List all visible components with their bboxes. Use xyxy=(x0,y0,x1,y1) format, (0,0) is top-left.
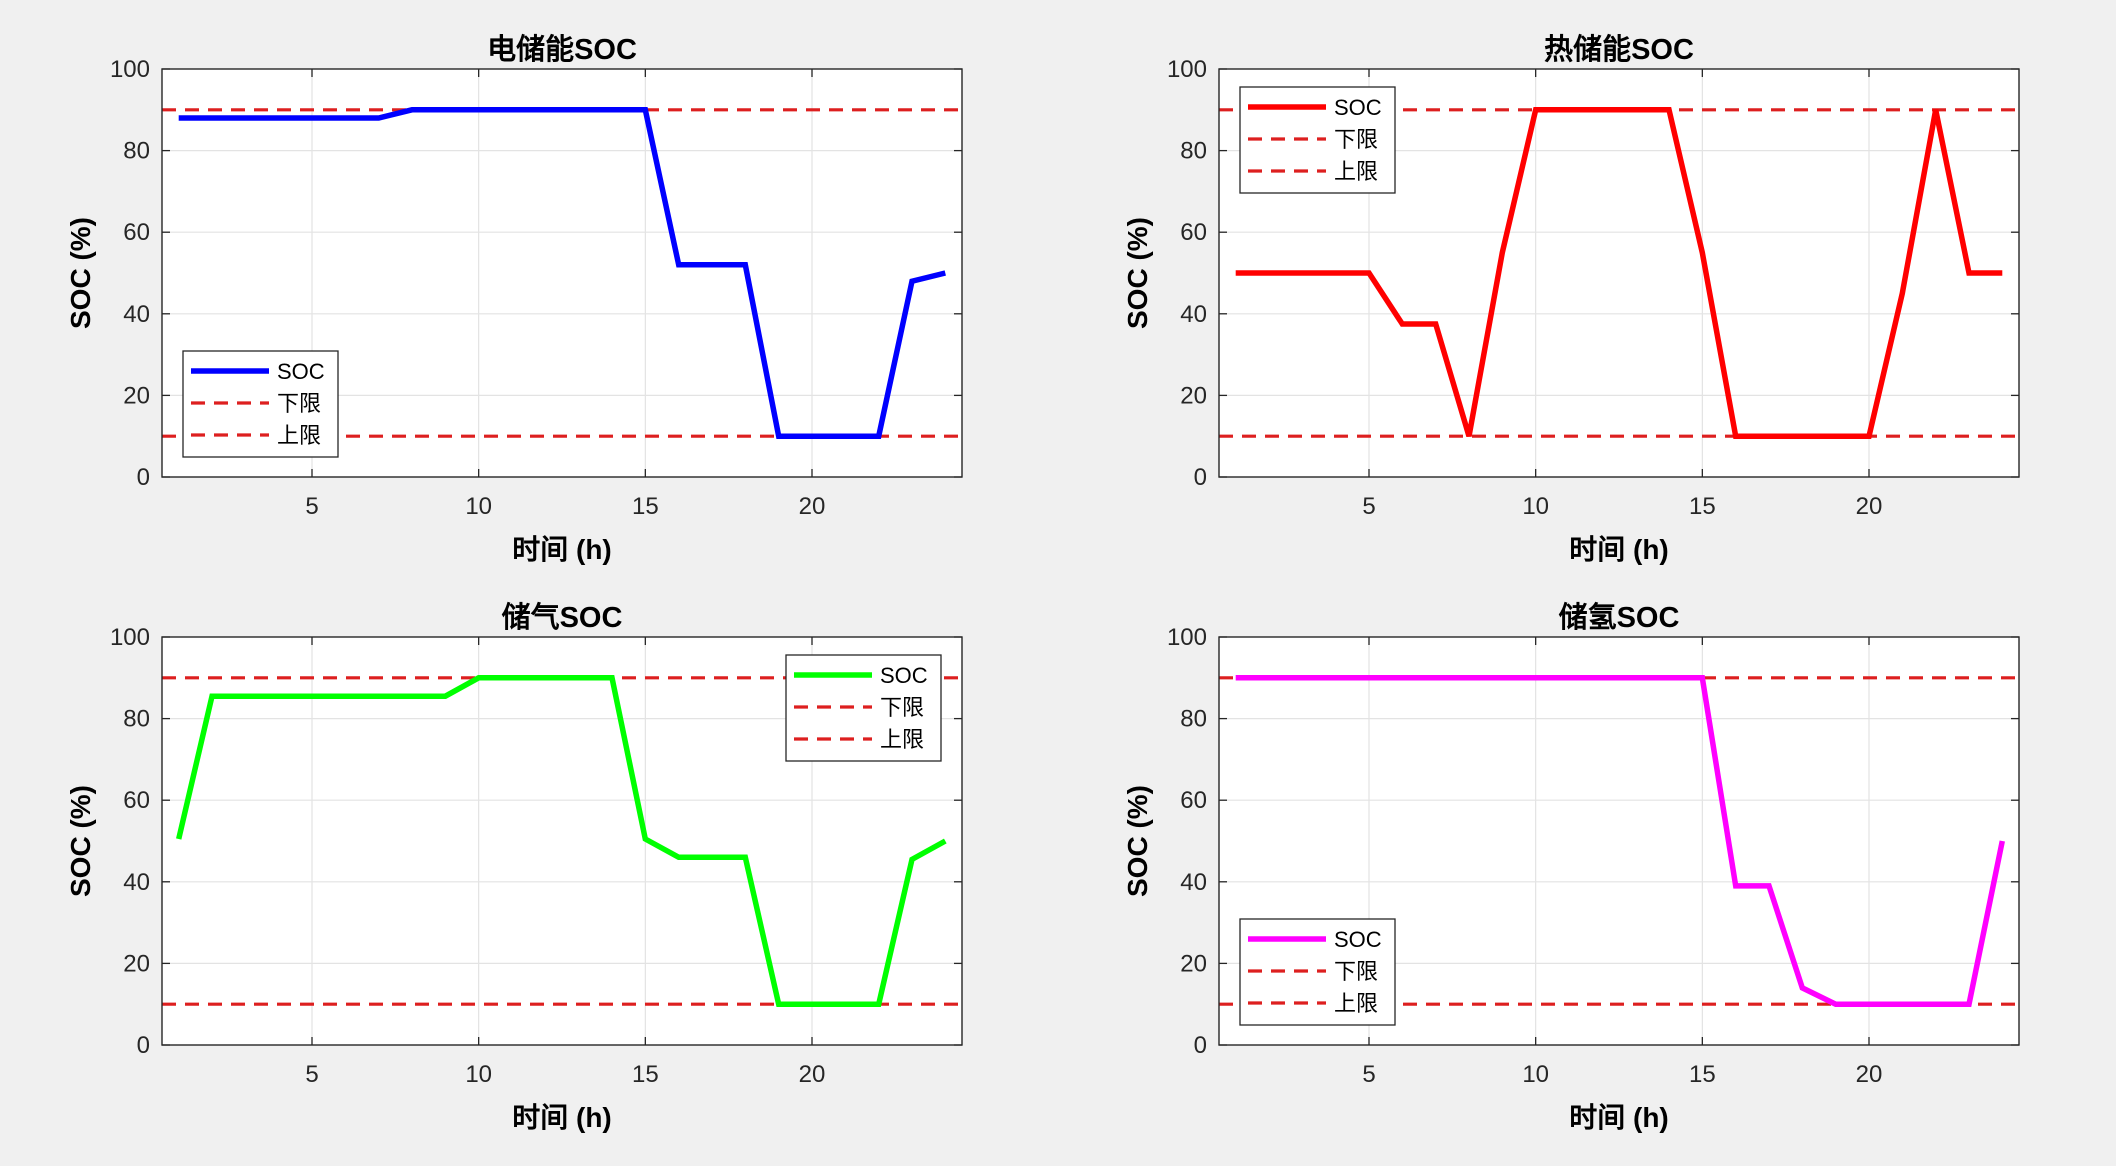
x-tick-label: 5 xyxy=(305,1061,318,1088)
y-tick-label: 80 xyxy=(1180,706,1207,733)
y-tick-label: 20 xyxy=(123,950,150,977)
x-axis-label: 时间 (h) xyxy=(1569,1102,1669,1133)
x-tick-label: 20 xyxy=(799,1061,826,1088)
legend-label: SOC xyxy=(1334,95,1382,120)
y-tick-label: 0 xyxy=(1194,464,1207,491)
y-tick-label: 20 xyxy=(1180,950,1207,977)
x-tick-label: 15 xyxy=(632,493,659,520)
y-tick-label: 20 xyxy=(1180,382,1207,409)
legend-label: 下限 xyxy=(277,391,321,416)
x-tick-label: 10 xyxy=(465,1061,492,1088)
y-tick-label: 20 xyxy=(123,382,150,409)
y-tick-label: 60 xyxy=(1180,787,1207,814)
y-axis-label: SOC (%) xyxy=(1122,785,1153,897)
y-tick-label: 0 xyxy=(137,1032,150,1059)
y-tick-label: 0 xyxy=(137,464,150,491)
x-axis-label: 时间 (h) xyxy=(1569,534,1669,565)
y-axis-label: SOC (%) xyxy=(1122,217,1153,329)
chart-title: 储氢SOC xyxy=(1559,600,1680,634)
chart-panel-1: 5 10 15 20 0 20 40 60 80 100 电储能SOC 时间 (h) SOC (%) SO… xyxy=(65,33,963,565)
y-tick-label: 60 xyxy=(123,219,150,246)
x-axis-label: 时间 (h) xyxy=(512,534,612,565)
y-tick-label: 60 xyxy=(1180,219,1207,246)
y-axis-label: SOC (%) xyxy=(65,785,96,897)
chart-panel-3: 5 10 15 20 0 20 40 60 80 100 储气SOC 时间 (h) SOC (%) SOC… xyxy=(65,601,963,1133)
x-tick-label: 20 xyxy=(799,493,826,520)
y-tick-label: 80 xyxy=(123,138,150,165)
axes-frame xyxy=(1218,68,2020,478)
y-tick-label: 40 xyxy=(123,869,150,896)
y-tick-label: 40 xyxy=(1180,301,1207,328)
chart-title: 热储能SOC xyxy=(1544,33,1694,66)
x-tick-label: 20 xyxy=(1856,493,1883,520)
x-tick-label: 10 xyxy=(1522,493,1549,520)
legend-label: 上限 xyxy=(1334,991,1378,1016)
legend-label: SOC xyxy=(277,359,325,384)
y-tick-label: 100 xyxy=(110,56,150,83)
soc-series-line xyxy=(1235,675,2005,1007)
chart-panel-2: 5 10 15 20 0 20 40 60 80 100 热储能SOC 时间 (h) SOC (%) SO… xyxy=(1122,33,2020,565)
chart-title: 电储能SOC xyxy=(487,33,637,66)
soc-series-line xyxy=(176,675,947,1007)
axes-frame xyxy=(1218,636,2020,1046)
y-axis-label: SOC (%) xyxy=(65,217,96,329)
y-tick-label: 80 xyxy=(1180,138,1207,165)
x-axis-label: 时间 (h) xyxy=(512,1102,612,1133)
y-tick-label: 0 xyxy=(1194,1032,1207,1059)
y-tick-label: 100 xyxy=(1167,624,1207,651)
y-tick-label: 80 xyxy=(123,706,150,733)
axes-frame xyxy=(161,636,963,1046)
legend-label: 下限 xyxy=(880,695,924,720)
x-tick-label: 20 xyxy=(1856,1061,1883,1088)
legend-label: 上限 xyxy=(1334,159,1378,184)
legend-label: 上限 xyxy=(880,727,924,752)
soc-series-line xyxy=(1235,107,2003,439)
y-tick-label: 40 xyxy=(123,301,150,328)
legend-label: SOC xyxy=(1334,927,1382,952)
soc-series-line xyxy=(178,107,946,439)
x-tick-label: 10 xyxy=(1522,1061,1549,1088)
y-tick-label: 60 xyxy=(123,787,150,814)
x-tick-label: 5 xyxy=(305,493,318,520)
x-tick-label: 5 xyxy=(1362,493,1375,520)
legend-label: SOC xyxy=(880,663,928,688)
x-tick-label: 10 xyxy=(465,493,492,520)
axes-frame xyxy=(161,68,963,478)
y-tick-label: 100 xyxy=(110,624,150,651)
legend-label: 下限 xyxy=(1334,127,1378,152)
legend-label: 上限 xyxy=(277,423,321,448)
chart-panel-4: 5 10 15 20 0 20 40 60 80 100 储氢SOC 时间 (h) SOC (%) SOC… xyxy=(1122,600,2020,1133)
y-tick-label: 100 xyxy=(1167,56,1207,83)
chart-title: 储气SOC xyxy=(502,601,623,634)
y-tick-label: 40 xyxy=(1180,869,1207,896)
x-tick-label: 15 xyxy=(1689,493,1716,520)
legend-label: 下限 xyxy=(1334,959,1378,984)
x-tick-label: 5 xyxy=(1362,1061,1375,1088)
x-tick-label: 15 xyxy=(1689,1061,1716,1088)
x-tick-label: 15 xyxy=(632,1061,659,1088)
